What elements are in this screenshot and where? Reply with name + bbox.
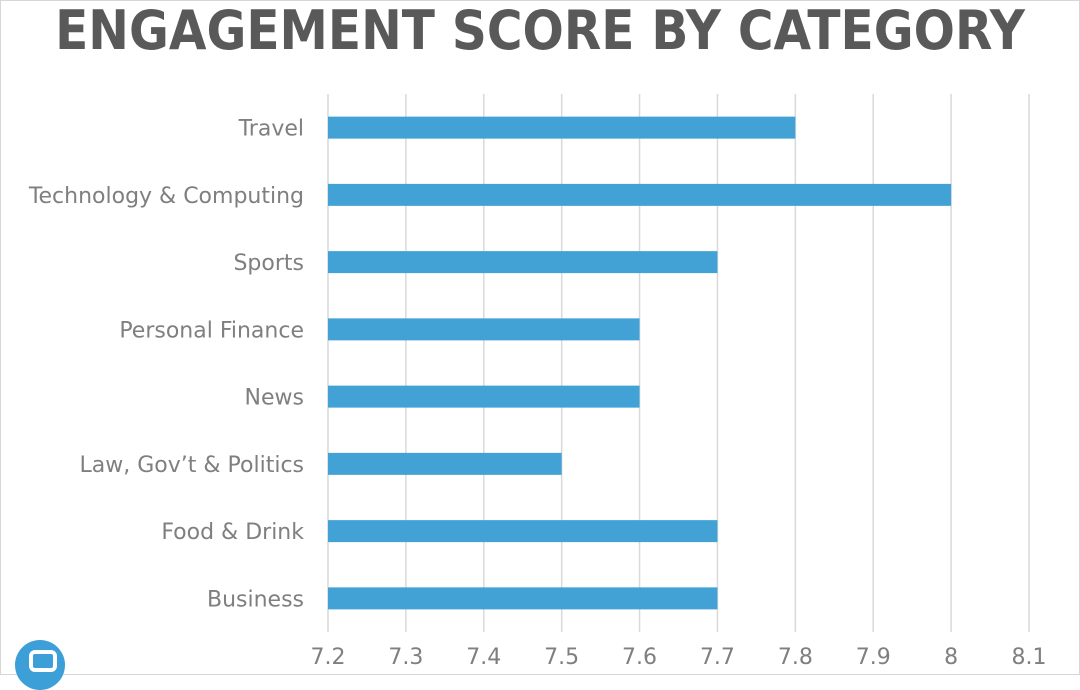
x-tick-label: 7.9 <box>856 645 891 670</box>
category-label: Technology & Computing <box>28 184 304 209</box>
x-tick-label: 7.4 <box>466 645 501 670</box>
category-label: Business <box>207 587 304 612</box>
x-tick-label: 7.6 <box>622 645 657 670</box>
bar <box>328 116 796 139</box>
bar <box>328 587 718 610</box>
category-label: Food & Drink <box>161 520 304 545</box>
x-tick-label: 7.8 <box>778 645 813 670</box>
x-tick-label: 8.1 <box>1012 645 1047 670</box>
bar <box>328 520 718 543</box>
category-label: Law, Gov’t & Politics <box>80 453 304 478</box>
bar <box>328 318 640 341</box>
category-label: Personal Finance <box>119 318 304 343</box>
brand-logo-icon <box>15 640 65 690</box>
x-tick-label: 8 <box>944 645 958 670</box>
bar <box>328 183 952 206</box>
x-tick-label: 7.5 <box>544 645 579 670</box>
x-tick-label: 7.7 <box>700 645 735 670</box>
category-label: Sports <box>233 251 304 276</box>
x-tick-label: 7.3 <box>388 645 423 670</box>
category-label: Travel <box>238 117 304 142</box>
bar-chart: Travel Technology & Computing Sports Person… <box>28 94 1047 670</box>
bar <box>328 452 562 475</box>
category-label: News <box>245 386 304 411</box>
bar <box>328 385 640 408</box>
bar <box>328 251 718 274</box>
chart-title: ENGAGEMENT SCORE BY CATEGORY <box>55 0 1025 62</box>
x-tick-label: 7.2 <box>311 645 346 670</box>
